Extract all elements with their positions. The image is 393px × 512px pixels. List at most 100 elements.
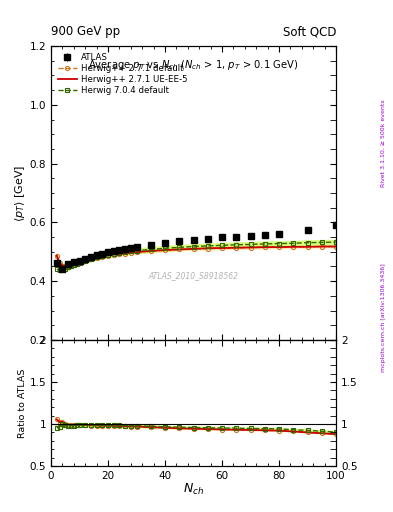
Text: Rivet 3.1.10, ≥ 500k events: Rivet 3.1.10, ≥ 500k events [381, 99, 386, 187]
Text: Soft QCD: Soft QCD [283, 26, 336, 38]
Herwig++ 2.7.1 default [100, 254, 105, 260]
Herwig++ 2.7.1 UE-EE-5 [248, 244, 253, 250]
Herwig++ 2.7.1 default [66, 263, 71, 269]
Text: mcplots.cern.ch [arXiv:1306.3436]: mcplots.cern.ch [arXiv:1306.3436] [381, 263, 386, 372]
Herwig 7.0.4 default [234, 242, 239, 248]
Herwig++ 2.7.1 UE-EE-5 [263, 244, 267, 250]
Herwig 7.0.4 default [69, 263, 73, 269]
Herwig++ 2.7.1 UE-EE-5 [163, 247, 167, 253]
Herwig++ 2.7.1 default [177, 246, 182, 252]
Herwig++ 2.7.1 UE-EE-5 [123, 250, 127, 257]
Herwig++ 2.7.1 default [60, 263, 65, 269]
Herwig 7.0.4 default [320, 239, 324, 245]
Herwig++ 2.7.1 default [134, 249, 139, 255]
Herwig 7.0.4 default [66, 264, 71, 270]
Herwig 7.0.4 default [177, 244, 182, 250]
Herwig++ 2.7.1 default [83, 258, 88, 264]
Text: Average $p_T$ vs $N_{ch}$ ($N_{ch}$ > 1, $p_T$ > 0.1 GeV): Average $p_T$ vs $N_{ch}$ ($N_{ch}$ > 1,… [88, 58, 299, 72]
Herwig 7.0.4 default [60, 266, 65, 272]
Herwig++ 2.7.1 UE-EE-5 [74, 260, 79, 266]
Herwig 7.0.4 default [277, 241, 281, 247]
Herwig++ 2.7.1 default [57, 260, 62, 266]
Herwig++ 2.7.1 UE-EE-5 [63, 263, 68, 269]
Herwig++ 2.7.1 UE-EE-5 [72, 261, 76, 267]
Herwig++ 2.7.1 UE-EE-5 [320, 243, 324, 249]
Herwig++ 2.7.1 UE-EE-5 [234, 245, 239, 251]
Herwig 7.0.4 default [149, 246, 153, 252]
Herwig++ 2.7.1 UE-EE-5 [305, 244, 310, 250]
Herwig++ 2.7.1 UE-EE-5 [191, 246, 196, 252]
Herwig 7.0.4 default [248, 241, 253, 247]
Herwig++ 2.7.1 default [54, 252, 59, 259]
Herwig++ 2.7.1 UE-EE-5 [112, 251, 116, 258]
Herwig++ 2.7.1 default [89, 257, 94, 263]
Herwig++ 2.7.1 UE-EE-5 [69, 262, 73, 268]
Herwig 7.0.4 default [305, 240, 310, 246]
Herwig++ 2.7.1 default [74, 261, 79, 267]
Legend: ATLAS, Herwig++ 2.7.1 default, Herwig++ 2.7.1 UE-EE-5, Herwig 7.0.4 default: ATLAS, Herwig++ 2.7.1 default, Herwig++ … [55, 50, 191, 98]
Herwig 7.0.4 default [263, 241, 267, 247]
Herwig 7.0.4 default [57, 267, 62, 273]
Herwig++ 2.7.1 UE-EE-5 [117, 251, 122, 257]
Herwig++ 2.7.1 UE-EE-5 [54, 252, 59, 259]
Herwig++ 2.7.1 UE-EE-5 [277, 244, 281, 250]
Herwig++ 2.7.1 UE-EE-5 [77, 259, 82, 265]
Herwig++ 2.7.1 default [112, 252, 116, 258]
Herwig 7.0.4 default [63, 266, 68, 272]
Herwig++ 2.7.1 default [320, 243, 324, 249]
Herwig++ 2.7.1 default [69, 263, 73, 269]
Line: Herwig++ 2.7.1 UE-EE-5: Herwig++ 2.7.1 UE-EE-5 [57, 246, 336, 266]
Herwig++ 2.7.1 default [191, 246, 196, 252]
Herwig++ 2.7.1 default [248, 245, 253, 251]
Herwig++ 2.7.1 default [106, 253, 110, 259]
Herwig++ 2.7.1 default [94, 255, 99, 261]
Herwig++ 2.7.1 UE-EE-5 [220, 245, 224, 251]
Herwig 7.0.4 default [134, 248, 139, 254]
Herwig 7.0.4 default [72, 262, 76, 268]
Herwig 7.0.4 default [129, 248, 133, 254]
Herwig++ 2.7.1 default [77, 260, 82, 266]
Herwig++ 2.7.1 UE-EE-5 [94, 254, 99, 261]
Herwig++ 2.7.1 UE-EE-5 [60, 263, 65, 269]
Herwig 7.0.4 default [206, 243, 210, 249]
Herwig++ 2.7.1 UE-EE-5 [149, 248, 153, 254]
Herwig++ 2.7.1 default [206, 245, 210, 251]
Herwig++ 2.7.1 UE-EE-5 [334, 243, 338, 249]
Herwig++ 2.7.1 default [263, 244, 267, 250]
Herwig++ 2.7.1 default [72, 262, 76, 268]
Herwig 7.0.4 default [106, 252, 110, 258]
Herwig 7.0.4 default [100, 253, 105, 259]
Herwig 7.0.4 default [54, 266, 59, 272]
Herwig++ 2.7.1 default [129, 250, 133, 256]
Herwig++ 2.7.1 default [123, 250, 127, 257]
Herwig++ 2.7.1 default [149, 248, 153, 254]
Herwig++ 2.7.1 UE-EE-5 [291, 244, 296, 250]
Herwig++ 2.7.1 default [291, 244, 296, 250]
Herwig 7.0.4 default [112, 251, 116, 257]
Herwig++ 2.7.1 UE-EE-5 [206, 245, 210, 251]
Herwig++ 2.7.1 UE-EE-5 [66, 263, 71, 269]
X-axis label: $N_{ch}$: $N_{ch}$ [183, 482, 204, 497]
Herwig++ 2.7.1 default [220, 245, 224, 251]
Line: Herwig 7.0.4 default: Herwig 7.0.4 default [55, 240, 338, 272]
Herwig++ 2.7.1 UE-EE-5 [177, 246, 182, 252]
Herwig 7.0.4 default [123, 249, 127, 255]
Herwig 7.0.4 default [291, 240, 296, 246]
Text: ATLAS_2010_S8918562: ATLAS_2010_S8918562 [149, 271, 239, 280]
Text: 900 GeV pp: 900 GeV pp [51, 26, 120, 38]
Herwig 7.0.4 default [77, 260, 82, 266]
Herwig++ 2.7.1 UE-EE-5 [57, 260, 62, 266]
Herwig++ 2.7.1 UE-EE-5 [129, 250, 133, 256]
Herwig++ 2.7.1 UE-EE-5 [106, 252, 110, 259]
Herwig++ 2.7.1 UE-EE-5 [100, 253, 105, 260]
Herwig 7.0.4 default [220, 242, 224, 248]
Herwig++ 2.7.1 default [163, 247, 167, 253]
Herwig 7.0.4 default [163, 245, 167, 251]
Y-axis label: Ratio to ATLAS: Ratio to ATLAS [18, 368, 27, 438]
Herwig++ 2.7.1 default [234, 245, 239, 251]
Herwig++ 2.7.1 default [63, 263, 68, 269]
Herwig++ 2.7.1 default [305, 244, 310, 250]
Herwig 7.0.4 default [94, 254, 99, 261]
Herwig 7.0.4 default [191, 243, 196, 249]
Herwig++ 2.7.1 UE-EE-5 [83, 257, 88, 263]
